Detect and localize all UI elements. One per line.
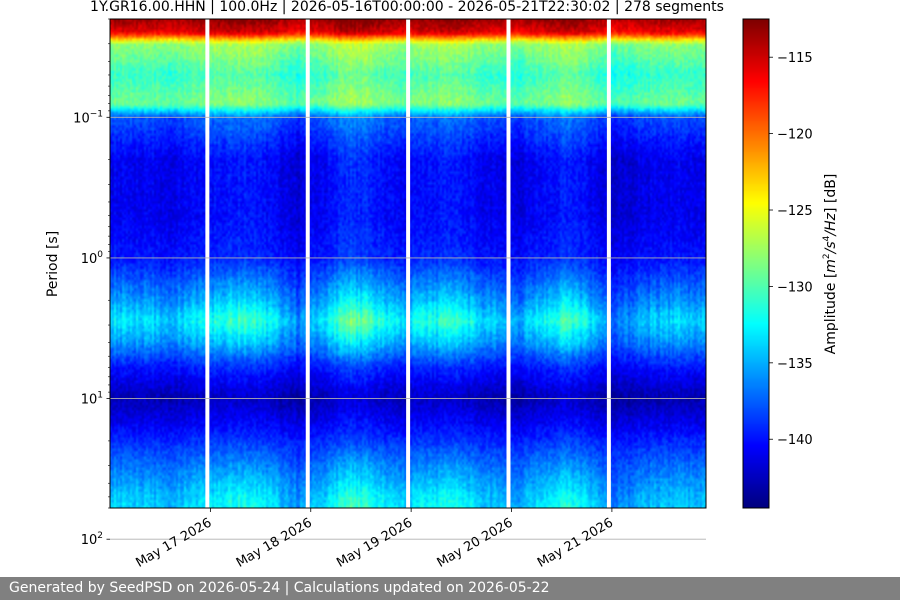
y-tick-label: 102: [81, 531, 103, 548]
y-tick-label: 101: [81, 391, 103, 408]
colorbar: −115 −120 −125 −130 −135 −140 Amplitude [m2/s…: [742, 18, 839, 509]
spectrogram-figure: 1Y.GR16.00.HHN | 100.0Hz | 2026-05-16T00…: [45, 0, 839, 571]
grid-lines: [110, 116, 706, 540]
data-gap: [606, 19, 611, 508]
data-gap: [205, 19, 210, 508]
colorbar-gradient: [743, 19, 769, 508]
colorbar-tick-label: −115: [777, 51, 813, 66]
x-tick-label: May 17 2026: [133, 515, 214, 570]
colorbar-tick-label: −120: [777, 128, 813, 143]
x-tick-label: May 18 2026: [234, 515, 315, 570]
y-tick-label: 100: [81, 250, 104, 267]
data-gaps: [205, 19, 611, 508]
x-tick-label: May 21 2026: [535, 515, 616, 570]
data-gap: [305, 19, 310, 508]
data-gap: [506, 19, 511, 508]
colorbar-ticks: −115 −120 −125 −130 −135 −140: [769, 51, 813, 448]
x-tick-label: May 20 2026: [435, 515, 516, 570]
y-axis-label: Period [s]: [45, 231, 61, 297]
data-gap: [406, 19, 411, 508]
colorbar-frame: [742, 18, 770, 509]
colorbar-tick-label: −130: [777, 280, 813, 295]
colorbar-label: Amplitude [m2/s4/Hz] [dB]: [822, 174, 839, 355]
colorbar-tick-label: −125: [777, 204, 813, 219]
colorbar-tick-label: −135: [777, 357, 813, 372]
plot-frame: [109, 18, 707, 509]
y-axis: 10−1 100 101 102: [73, 18, 110, 548]
chart-title: 1Y.GR16.00.HHN | 100.0Hz | 2026-05-16T00…: [90, 0, 724, 15]
colorbar-tick-label: −140: [777, 433, 813, 448]
x-tick-label: May 19 2026: [334, 515, 415, 570]
y-tick-label: 10−1: [73, 109, 103, 126]
footer-caption: Generated by SeedPSD on 2026-05-24 | Cal…: [0, 577, 900, 600]
